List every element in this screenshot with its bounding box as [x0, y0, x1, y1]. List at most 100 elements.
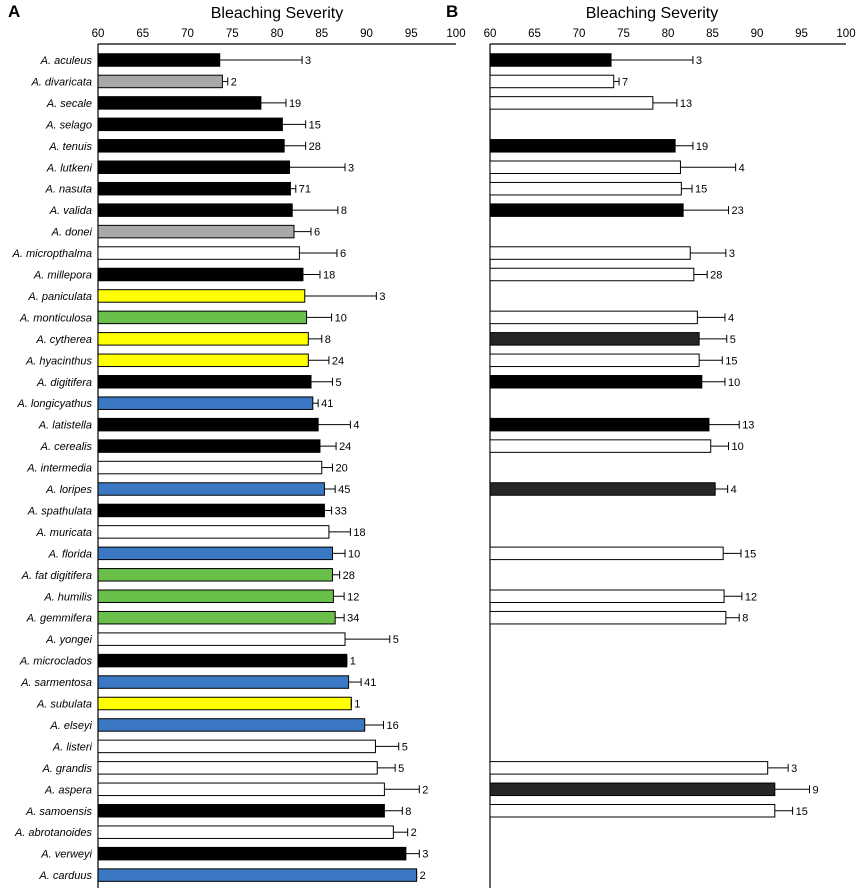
panel-b-sample-size-label: 15 [796, 806, 808, 818]
panel-a-bar [97, 353, 309, 368]
panel-a-bar [97, 589, 334, 603]
panel-b-tick-label: 90 [751, 28, 764, 40]
panel-a-tick-label: 75 [226, 28, 239, 40]
species-label: A. humilis [43, 591, 92, 603]
panel-a-bar [97, 525, 330, 539]
panel-a-bar [97, 375, 312, 389]
panel-a-bar [97, 289, 306, 303]
panel-a-bar [97, 96, 262, 110]
panel-b-tick-label: 75 [617, 28, 630, 40]
panel-b-tick-label: 85 [706, 28, 719, 40]
panel-b-bar [489, 589, 725, 603]
panel-a-sample-size-label: 20 [335, 463, 347, 475]
panel-b-sample-size-label: 3 [696, 55, 702, 67]
panel-a-bar [97, 632, 346, 646]
panel-a-bar [97, 53, 221, 67]
species-label: A. florida [48, 548, 92, 560]
panel-a-sample-size-label: 10 [348, 548, 360, 560]
panel-a-bar [97, 610, 336, 625]
panel-a-tick-label: 80 [271, 28, 284, 40]
panel-b-sample-size-label: 5 [730, 334, 736, 346]
panel-b-sample-size-label: 15 [725, 355, 737, 367]
panel-b-sample-size-label: 28 [710, 270, 722, 282]
species-label: A. nasuta [45, 184, 92, 196]
panel-b-sample-size-label: 4 [731, 484, 737, 496]
species-label: A. latistella [38, 420, 92, 432]
species-label: A. tenuis [48, 141, 92, 153]
panel-b-bar [489, 332, 700, 346]
panel-b-sample-size-label: 3 [729, 248, 735, 260]
panel-a-sample-size-label: 5 [402, 741, 408, 753]
panel-a-tick-label: 85 [315, 28, 328, 40]
panel-a-bar [97, 482, 325, 496]
panel-b-bar [489, 96, 654, 110]
panel-b-bar [489, 804, 776, 818]
panel-b-bar [489, 267, 695, 282]
panel-b-tick-label: 60 [484, 28, 497, 40]
species-label: A. divaricata [30, 76, 92, 88]
species-label: A. loripes [45, 484, 92, 496]
panel-b-letter: B [446, 2, 458, 21]
species-label: A. verweyi [40, 849, 92, 861]
panel-b-bar [489, 203, 684, 217]
panel-a-bar [97, 246, 300, 260]
panel-a-bar [97, 782, 385, 797]
species-label: A. fat digitifera [21, 570, 92, 582]
panel-a-bar [97, 546, 333, 561]
panel-a-sample-size-label: 3 [305, 55, 311, 67]
panel-a-sample-size-label: 12 [347, 591, 359, 603]
panel-a-sample-size-label: 1 [350, 656, 356, 668]
panel-a-sample-size-label: 6 [314, 227, 320, 239]
species-label: A. spathulata [27, 505, 92, 517]
panel-b-bar [489, 610, 727, 625]
panel-b-bar [489, 482, 716, 496]
panel-a-sample-size-label: 4 [353, 420, 359, 432]
panel-a-bar [97, 568, 333, 582]
panel-a-bar [97, 439, 321, 453]
panel-b-sample-size-label: 9 [813, 784, 819, 796]
species-label: A. cytherea [35, 334, 92, 346]
panel-a-tick-label: 95 [405, 28, 418, 40]
panel-a-sample-size-label: 19 [289, 98, 301, 110]
panel-a-bar [97, 310, 308, 325]
panel-a-sample-size-label: 3 [379, 291, 385, 303]
panel-b-tick-label: 70 [573, 28, 586, 40]
species-label: A. sarmentosa [20, 677, 92, 689]
panel-a-tick-label: 90 [360, 28, 373, 40]
panel-a-bar [97, 825, 394, 839]
panel-b-tick-label: 95 [795, 28, 808, 40]
species-label: A. carduus [38, 870, 92, 882]
species-label: A. longicyathus [16, 398, 92, 410]
panel-a-bar [97, 267, 304, 282]
panel-b-bar [489, 139, 676, 153]
species-label: A. paniculata [27, 291, 92, 303]
panel-a-bar [97, 868, 418, 882]
panel-b-bar [489, 246, 691, 260]
panel-b-sample-size-label: 12 [745, 591, 757, 603]
panel-a-bar [97, 761, 378, 775]
species-label: A. microclados [19, 656, 93, 668]
panel-b-sample-size-label: 4 [739, 162, 745, 174]
panel-a-bar [97, 74, 223, 89]
panel-a-bar [97, 117, 283, 132]
panel-a-tick-label: 100 [446, 28, 465, 40]
panel-b-sample-size-label: 4 [728, 312, 734, 324]
species-label: A. digitifera [36, 377, 92, 389]
species-label: A. lutkeni [46, 162, 93, 174]
panel-a-sample-size-label: 41 [364, 677, 376, 689]
panel-a-sample-size-label: 71 [299, 184, 311, 196]
panel-a-tick-label: 60 [92, 28, 105, 40]
species-label: A. samoensis [25, 806, 93, 818]
panel-a-axis-title: Bleaching Severity [211, 5, 344, 22]
panel-a-letter: A [8, 2, 20, 21]
panel-a-sample-size-label: 2 [422, 784, 428, 796]
panel-a-bar [97, 417, 319, 432]
panel-b-tick-label: 80 [662, 28, 675, 40]
panel-b-bar [489, 761, 769, 775]
species-label: A. aspera [44, 784, 92, 796]
panel-b-sample-size-label: 8 [742, 613, 748, 625]
panel-a-sample-size-label: 3 [348, 162, 354, 174]
panel-b-tick-label: 65 [528, 28, 541, 40]
panel-b-sample-size-label: 15 [695, 184, 707, 196]
